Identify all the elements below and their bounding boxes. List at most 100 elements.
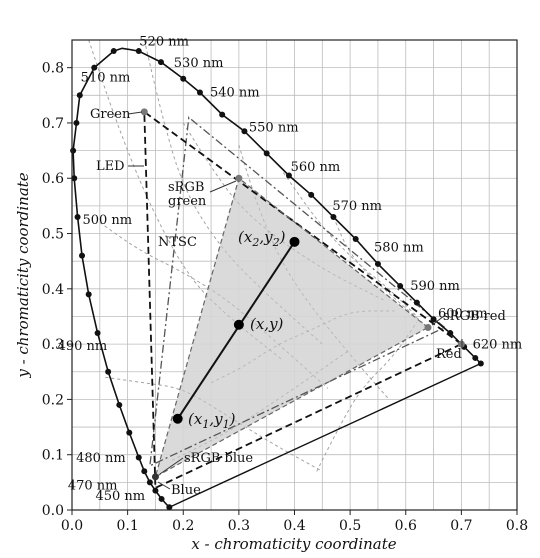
wavelength-label: 580 nm [374, 240, 424, 255]
spectral-locus-point [158, 495, 165, 502]
spectral-locus-point [196, 89, 203, 96]
spectral-locus-point [158, 59, 164, 66]
spectral-locus-point [241, 128, 248, 135]
spectral-locus-point [472, 354, 479, 361]
x-axis-ticks: 0.0 0.1 0.2 0.3 0.4 0.5 0.6 0.7 0.8 [61, 510, 528, 534]
wavelength-label: 530 nm [174, 56, 224, 71]
spectral-locus-point [116, 401, 123, 408]
spectral-locus-point [79, 252, 86, 259]
led-vertex [457, 340, 465, 348]
mixing-line [176, 241, 296, 420]
wavelength-label: 540 nm [210, 86, 260, 101]
spectral-locus-point [477, 360, 484, 367]
wavelength-label: 560 nm [291, 160, 341, 175]
x-tick-label: 0.4 [283, 518, 305, 534]
isotherm-curve [99, 222, 329, 389]
isotherm-curve [182, 122, 384, 301]
label-point-mix: (x,y) [250, 315, 284, 333]
wavelength-label: 520 nm [139, 34, 189, 49]
y-tick-label: 0.7 [42, 116, 64, 132]
x-tick-label: 0.3 [228, 518, 250, 534]
spectral-locus [72, 47, 482, 508]
wavelength-label: 450 nm [95, 489, 145, 504]
spectral-locus-point [330, 213, 337, 220]
point-2 [289, 236, 300, 247]
y-tick-label: 0.0 [42, 503, 64, 519]
isotherm-curve [88, 40, 284, 362]
spectral-locus-point [413, 299, 420, 306]
x-tick-label: 0.2 [172, 518, 194, 534]
srgb-vertex [235, 174, 243, 182]
isotherm-curves-overlay [88, 40, 429, 472]
y-axis-ticks: 0.0 0.1 0.2 0.3 0.4 0.5 0.6 0.7 0.8 [42, 61, 72, 519]
spectral-locus-point [73, 119, 80, 126]
isotherm-curve [283, 172, 418, 317]
wavelength-label: 570 nm [332, 199, 382, 214]
spectral-locus-point [152, 487, 159, 494]
spectral-locus-point [308, 191, 315, 198]
y-tick-label: 0.2 [42, 392, 64, 408]
spectral-locus-point [141, 468, 148, 475]
wavelength-label: 550 nm [249, 120, 299, 135]
label-srgb-green-1: sRGB [168, 180, 204, 195]
isotherm-curve [316, 321, 418, 472]
point-1 [172, 413, 183, 424]
spectral-locus-point [180, 75, 187, 82]
label-point-1: (x1,y1) [188, 410, 236, 431]
spectral-locus-point [74, 213, 81, 220]
ntsc-gamut [149, 116, 446, 467]
y-tick-label: 0.5 [42, 227, 64, 243]
label-srgb-blue: sRGB blue [184, 451, 253, 466]
wavelength-label: 490 nm [58, 339, 108, 354]
y-tick-label: 0.1 [42, 448, 64, 464]
isotherm-curve [238, 144, 390, 400]
leader-srgb-blue [159, 457, 184, 475]
wavelength-label: 480 nm [76, 451, 126, 466]
spectral-locus-point [352, 236, 359, 243]
label-point-2: (x2,y2) [238, 228, 286, 249]
leader-srgb-red [431, 315, 445, 326]
spectral-locus-point [85, 291, 92, 298]
srgb-vertex [424, 324, 432, 332]
x-axis-label: x - chromaticity coordinate [191, 535, 396, 553]
line-of-purples [169, 362, 482, 508]
spectral-locus-point [70, 147, 77, 154]
srgb-gamut-outline [154, 177, 430, 479]
spectral-locus-point [126, 429, 133, 436]
y-axis-label: y - chromaticity coordinate [14, 172, 32, 378]
spectral-locus-point [91, 64, 98, 71]
spectral-locus-point [146, 479, 153, 486]
leader-green [127, 111, 143, 115]
led-gamut [143, 110, 464, 490]
spectral-locus-point [105, 368, 112, 375]
label-ntsc: NTSC [158, 235, 197, 250]
x-tick-label: 0.6 [395, 518, 417, 534]
spectral-locus-point [263, 150, 270, 157]
x-tick-label: 0.1 [116, 518, 138, 534]
spectral-locus-point [430, 316, 437, 323]
x-tick-label: 0.7 [450, 518, 472, 534]
spectral-locus-point [219, 111, 226, 118]
spectral-locus-point [166, 504, 173, 511]
point-mix [233, 319, 244, 330]
spectral-locus-point [397, 283, 404, 290]
label-blue: Blue [171, 483, 201, 498]
label-led: LED [96, 159, 125, 174]
y-tick-label: 0.4 [42, 282, 64, 298]
wavelength-label: 600 nm [438, 307, 488, 322]
wavelength-label: 470 nm [68, 479, 118, 494]
srgb-gamut-fill [155, 178, 428, 477]
spectral-locus-point [285, 172, 292, 179]
wavelength-label: 620 nm [473, 337, 523, 352]
wavelength-label: 500 nm [82, 213, 132, 228]
led-vertex [140, 108, 148, 116]
wavelength-label: 590 nm [410, 279, 460, 294]
label-red: Red [436, 347, 462, 362]
leader-srgb-green [209, 180, 237, 193]
wavelength-label: 510 nm [81, 70, 131, 85]
spectral-locus-point [94, 330, 101, 337]
label-srgb-green-2: green [168, 194, 207, 209]
isotherm-curve [143, 40, 323, 345]
mixing-points [172, 236, 300, 424]
